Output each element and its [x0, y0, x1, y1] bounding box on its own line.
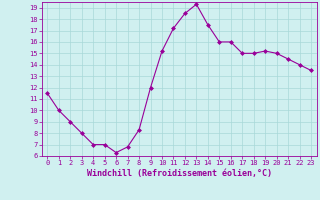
X-axis label: Windchill (Refroidissement éolien,°C): Windchill (Refroidissement éolien,°C): [87, 169, 272, 178]
